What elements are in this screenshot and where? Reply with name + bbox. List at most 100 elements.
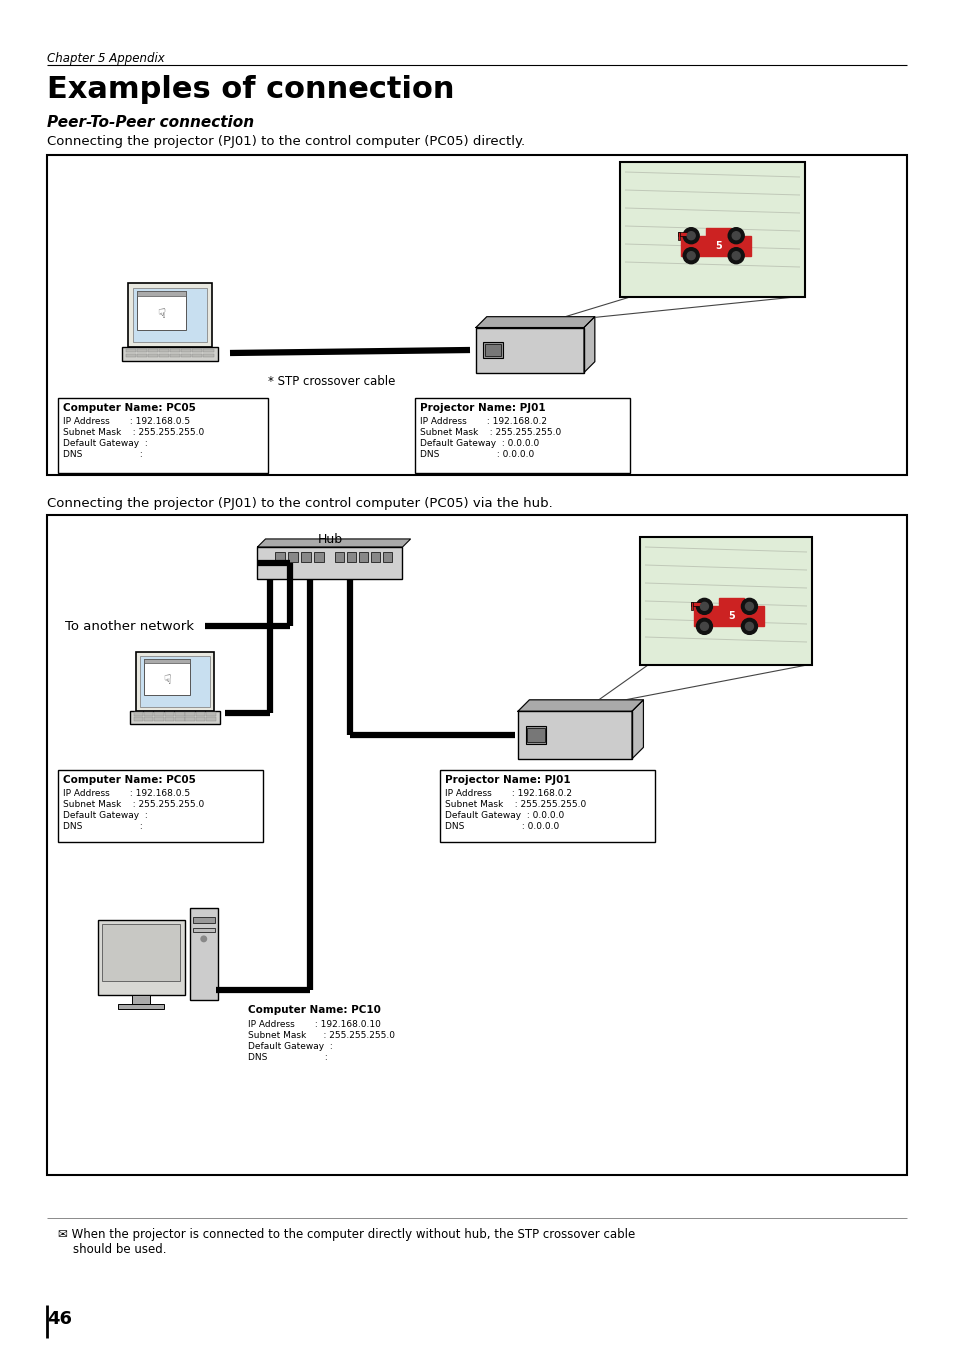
Bar (439, 769, 655, 842)
Text: Projector Name: PJ01: Projector Name: PJ01 (419, 404, 545, 413)
Circle shape (686, 251, 695, 259)
Circle shape (682, 247, 699, 263)
Bar (525, 726, 546, 744)
Text: ✉ When the projector is connected to the computer directly without hub, the STP : ✉ When the projector is connected to the… (58, 1228, 635, 1256)
Text: 46: 46 (47, 1310, 71, 1328)
Bar (137, 292, 186, 296)
Circle shape (732, 251, 740, 259)
Bar (136, 348, 147, 352)
Bar (144, 659, 190, 663)
Bar (694, 606, 763, 626)
Polygon shape (583, 317, 594, 373)
Text: IP Address       : 192.168.0.10: IP Address : 192.168.0.10 (248, 1021, 380, 1029)
Bar (133, 717, 143, 721)
Circle shape (727, 247, 743, 263)
Bar (181, 354, 192, 358)
Bar (128, 284, 212, 347)
Circle shape (682, 228, 699, 244)
Text: Subnet Mask      : 255.255.255.0: Subnet Mask : 255.255.255.0 (248, 1031, 395, 1040)
Bar (705, 228, 730, 240)
Bar (170, 348, 180, 352)
Text: Computer Name: PC05: Computer Name: PC05 (63, 404, 195, 413)
Text: ☟: ☟ (157, 308, 165, 321)
Text: 5: 5 (727, 612, 734, 621)
Bar (691, 602, 700, 606)
Bar (484, 344, 500, 356)
Text: Subnet Mask    : 255.255.255.0: Subnet Mask : 255.255.255.0 (63, 801, 204, 809)
Bar (97, 919, 185, 995)
Bar (192, 348, 202, 352)
Text: Computer Name: PC10: Computer Name: PC10 (248, 1004, 380, 1015)
Bar (140, 656, 210, 706)
Text: Default Gateway  : 0.0.0.0: Default Gateway : 0.0.0.0 (444, 811, 563, 819)
Circle shape (201, 936, 206, 942)
Bar (193, 927, 214, 931)
Bar (619, 162, 804, 297)
Bar (719, 598, 743, 610)
Bar (335, 552, 344, 562)
Text: 5: 5 (714, 240, 720, 251)
Polygon shape (631, 699, 642, 759)
Bar (136, 354, 147, 358)
Circle shape (696, 598, 712, 614)
Circle shape (696, 618, 712, 634)
Text: DNS                    :: DNS : (63, 822, 143, 832)
Bar (195, 717, 205, 721)
Text: Hub: Hub (317, 533, 342, 545)
Circle shape (732, 232, 740, 240)
Text: DNS                    : 0.0.0.0: DNS : 0.0.0.0 (419, 450, 534, 459)
Text: * STP crossover cable: * STP crossover cable (268, 375, 395, 387)
Text: ☟: ☟ (163, 674, 171, 687)
Text: Subnet Mask    : 255.255.255.0: Subnet Mask : 255.255.255.0 (419, 428, 560, 437)
Text: Default Gateway  :: Default Gateway : (248, 1042, 333, 1052)
Bar (58, 769, 263, 842)
Bar (154, 713, 164, 716)
Bar (126, 354, 135, 358)
Bar (148, 348, 158, 352)
Bar (195, 713, 205, 716)
Text: Projector Name: PJ01: Projector Name: PJ01 (444, 775, 570, 784)
Bar (185, 713, 194, 716)
Bar (206, 717, 215, 721)
Text: IP Address       : 192.168.0.5: IP Address : 192.168.0.5 (63, 417, 190, 427)
Text: Chapter 5 Appendix: Chapter 5 Appendix (47, 53, 165, 65)
Circle shape (727, 228, 743, 244)
Bar (122, 347, 217, 360)
Bar (132, 288, 207, 343)
Circle shape (700, 622, 708, 630)
Bar (359, 552, 368, 562)
Bar (185, 717, 194, 721)
Polygon shape (517, 699, 642, 711)
Text: DNS                    :: DNS : (248, 1053, 328, 1062)
Text: Default Gateway  : 0.0.0.0: Default Gateway : 0.0.0.0 (419, 439, 538, 448)
Bar (203, 354, 213, 358)
Bar (371, 552, 380, 562)
Bar (133, 713, 143, 716)
Bar (47, 155, 906, 475)
Bar (691, 602, 693, 610)
Bar (190, 907, 217, 999)
Bar (193, 917, 214, 923)
Bar (131, 710, 219, 724)
Bar (58, 398, 268, 472)
Circle shape (744, 622, 753, 630)
Bar (301, 552, 312, 562)
Bar (678, 232, 687, 236)
Bar (126, 348, 135, 352)
Polygon shape (257, 539, 410, 547)
Text: DNS                    : 0.0.0.0: DNS : 0.0.0.0 (444, 822, 558, 832)
Bar (174, 713, 184, 716)
Text: Default Gateway  :: Default Gateway : (63, 811, 148, 819)
Bar (476, 328, 583, 373)
Circle shape (686, 232, 695, 240)
Bar (144, 717, 153, 721)
Bar (174, 717, 184, 721)
Text: DNS                    :: DNS : (63, 450, 143, 459)
Bar (148, 354, 158, 358)
Bar (527, 729, 544, 741)
Bar (137, 292, 186, 329)
Text: Examples of connection: Examples of connection (47, 76, 454, 104)
Text: Default Gateway  :: Default Gateway : (63, 439, 148, 448)
Text: Subnet Mask    : 255.255.255.0: Subnet Mask : 255.255.255.0 (444, 801, 586, 809)
Bar (206, 713, 215, 716)
